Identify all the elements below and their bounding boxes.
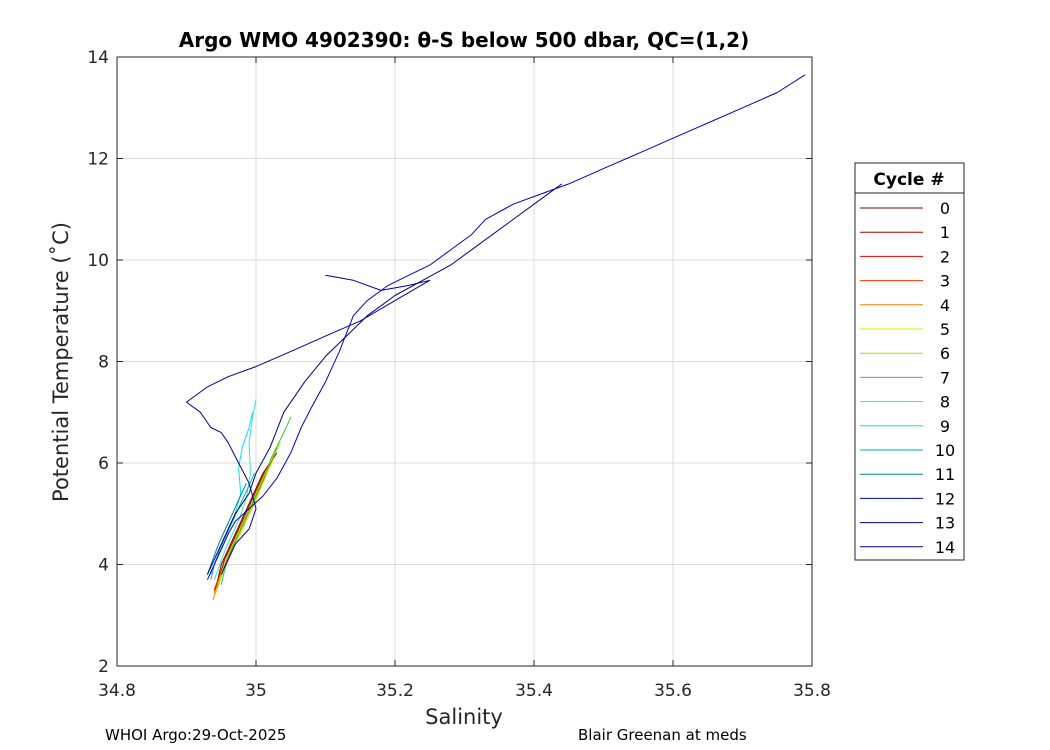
legend-title: Cycle # bbox=[873, 170, 944, 190]
series-group bbox=[186, 74, 806, 601]
legend-label: 0 bbox=[940, 199, 950, 218]
series-line-cycle-3 bbox=[213, 470, 267, 593]
legend-label: 1 bbox=[940, 223, 950, 242]
y-ticks: 2 4 6 8 10 12 14 bbox=[87, 48, 812, 677]
footer-left-text: WHOI Argo:29-Oct-2025 bbox=[105, 726, 287, 744]
x-tick-label: 35 bbox=[245, 681, 267, 701]
x-ticks: 34.8 35 35.2 35.4 35.6 35.8 bbox=[98, 57, 831, 701]
footer-right-text: Blair Greenan at meds bbox=[578, 726, 747, 744]
y-axis-label: Potential Temperature (˚C) bbox=[49, 222, 73, 502]
legend-label: 4 bbox=[940, 296, 950, 315]
legend-label: 13 bbox=[935, 514, 955, 533]
legend-label: 5 bbox=[940, 320, 950, 339]
x-tick-label: 35.6 bbox=[654, 681, 692, 701]
series-line-cycle-5 bbox=[213, 457, 275, 596]
y-tick-label: 2 bbox=[98, 657, 109, 677]
x-axis-label: Salinity bbox=[425, 705, 503, 729]
series-line-cycle-8 bbox=[213, 399, 257, 580]
legend-label: 2 bbox=[940, 247, 950, 266]
chart-title: Argo WMO 4902390: θ-S below 500 dbar, QC… bbox=[179, 28, 749, 52]
series-line-cycle-1 bbox=[213, 457, 274, 591]
legend-label: 14 bbox=[935, 538, 955, 557]
legend-box bbox=[854, 162, 965, 561]
legend-label: 8 bbox=[940, 393, 950, 412]
legend-label: 7 bbox=[940, 368, 950, 387]
legend-label: 6 bbox=[940, 344, 950, 363]
x-tick-label: 35.2 bbox=[376, 681, 414, 701]
y-tick-label: 8 bbox=[98, 353, 109, 373]
y-tick-label: 4 bbox=[98, 556, 109, 576]
series-line-cycle-11 bbox=[206, 483, 247, 575]
legend-label: 11 bbox=[935, 465, 955, 484]
x-tick-label: 34.8 bbox=[98, 681, 136, 701]
x-tick-label: 35.8 bbox=[793, 681, 831, 701]
legend-label: 12 bbox=[935, 489, 955, 508]
y-tick-label: 6 bbox=[98, 454, 109, 474]
legend-label: 3 bbox=[940, 272, 950, 291]
series-line-cycle-13 bbox=[206, 183, 563, 575]
y-tick-label: 14 bbox=[87, 48, 109, 68]
y-tick-label: 10 bbox=[87, 251, 109, 271]
series-line-cycle-12 bbox=[206, 74, 806, 580]
series-line-cycle-14 bbox=[186, 274, 431, 575]
y-tick-label: 12 bbox=[87, 150, 109, 170]
legend-label: 10 bbox=[935, 441, 955, 460]
x-tick-label: 35.4 bbox=[515, 681, 553, 701]
legend-label: 9 bbox=[940, 417, 950, 436]
